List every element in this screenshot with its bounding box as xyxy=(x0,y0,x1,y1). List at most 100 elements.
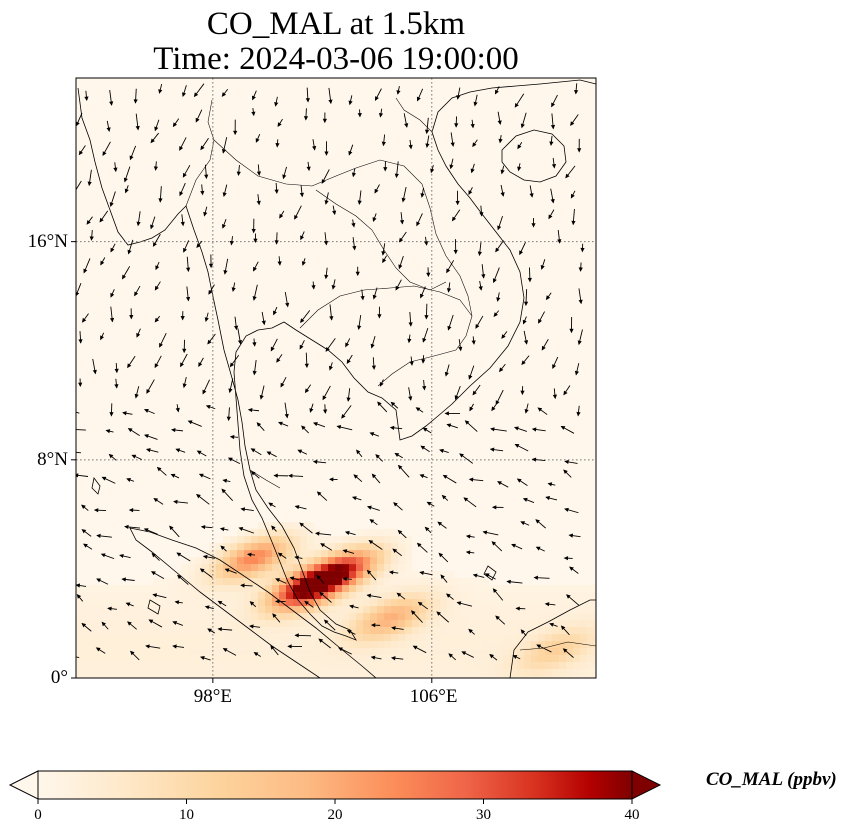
concentration-cell xyxy=(447,669,455,677)
wind-arrow-head xyxy=(66,409,69,412)
concentration-cell xyxy=(461,620,469,628)
concentration-cell xyxy=(335,648,343,656)
wind-arrow-head xyxy=(266,451,272,456)
concentration-cell xyxy=(461,627,469,635)
wind-arrow-head xyxy=(524,408,529,414)
concentration-cell xyxy=(482,606,490,614)
concentration-cell xyxy=(391,613,399,621)
wind-arrow-shaft xyxy=(76,656,80,658)
concentration-cell xyxy=(314,550,322,558)
concentration-cell xyxy=(587,676,595,678)
wind-arrow-head xyxy=(122,411,127,416)
concentration-cell xyxy=(251,557,259,565)
concentration-cell xyxy=(566,634,574,642)
concentration-cell xyxy=(503,606,511,614)
concentration-cell xyxy=(146,648,154,656)
border-5 xyxy=(299,285,473,351)
concentration-cell xyxy=(545,592,553,600)
concentration-cell xyxy=(426,655,434,663)
concentration-cell xyxy=(279,606,287,614)
concentration-cell xyxy=(104,641,112,649)
concentration-cell xyxy=(188,620,196,628)
concentration-cell xyxy=(335,585,343,593)
concentration-cell xyxy=(573,599,581,607)
concentration-cell xyxy=(202,571,210,579)
concentration-cell xyxy=(391,564,399,572)
wind-arrow-head xyxy=(301,425,306,431)
concentration-cell xyxy=(517,599,525,607)
concentration-cell xyxy=(237,529,245,537)
wind-arrow-head xyxy=(420,193,425,198)
wind-arrow-head xyxy=(127,249,132,255)
wind-arrow-head xyxy=(150,138,155,144)
concentration-cell xyxy=(573,662,581,670)
wind-arrow-head xyxy=(284,413,289,419)
wind-arrow-head xyxy=(381,141,386,147)
concentration-cell xyxy=(83,585,91,593)
concentration-cell xyxy=(391,627,399,635)
concentration-cell xyxy=(244,641,252,649)
concentration-cell xyxy=(559,662,567,670)
concentration-cell xyxy=(237,599,245,607)
concentration-cell xyxy=(209,550,217,558)
concentration-cell xyxy=(356,620,364,628)
wind-arrow-head xyxy=(468,477,474,482)
wind-arrow-head xyxy=(379,381,384,387)
concentration-cell xyxy=(272,564,280,572)
wind-arrow-head xyxy=(448,653,454,658)
wind-arrow-head xyxy=(231,287,236,292)
concentration-cell xyxy=(97,669,105,677)
wind-arrow-head xyxy=(128,508,134,513)
wind-arrow-head xyxy=(222,192,227,198)
concentration-cell xyxy=(83,641,91,649)
concentration-cell xyxy=(391,620,399,628)
wind-arrow-head xyxy=(311,285,316,290)
concentration-cell xyxy=(223,578,231,586)
concentration-cell xyxy=(328,585,336,593)
concentration-cell xyxy=(405,606,413,614)
concentration-cell xyxy=(118,634,126,642)
concentration-cell xyxy=(188,606,196,614)
concentration-cell xyxy=(587,592,595,600)
concentration-cell xyxy=(244,599,252,607)
concentration-cell xyxy=(174,627,182,635)
concentration-cell xyxy=(580,648,588,656)
concentration-cell xyxy=(223,585,231,593)
concentration-cell xyxy=(321,592,329,600)
wind-arrow-head xyxy=(305,98,310,103)
concentration-cell xyxy=(265,613,273,621)
concentration-cell xyxy=(426,634,434,642)
concentration-cell xyxy=(195,648,203,656)
wind-arrow-head xyxy=(304,363,309,369)
concentration-cell xyxy=(412,634,420,642)
wind-arrow-head xyxy=(569,566,574,571)
concentration-cell xyxy=(132,620,140,628)
border-3 xyxy=(355,159,473,317)
wind-arrow-shaft xyxy=(76,451,81,454)
concentration-cell xyxy=(272,676,280,678)
concentration-cell xyxy=(146,592,154,600)
wind-arrow-head xyxy=(309,408,314,413)
concentration-cell xyxy=(230,648,238,656)
concentration-cell xyxy=(335,669,343,677)
concentration-cell xyxy=(349,641,357,649)
concentration-cell xyxy=(244,592,252,600)
concentration-cell xyxy=(139,641,147,649)
wind-arrow-head xyxy=(193,92,199,98)
concentration-cell xyxy=(489,648,497,656)
concentration-cell xyxy=(580,641,588,649)
wind-arrow-head xyxy=(234,325,239,331)
concentration-cell xyxy=(244,662,252,670)
concentration-cell xyxy=(90,606,98,614)
concentration-cell xyxy=(321,585,329,593)
wind-arrow-head xyxy=(316,574,321,580)
concentration-cell xyxy=(342,536,350,544)
concentration-cell xyxy=(188,662,196,670)
wind-arrow-head xyxy=(578,299,583,305)
wind-arrow-head xyxy=(490,427,495,432)
concentration-cell xyxy=(398,613,406,621)
concentration-cell xyxy=(167,585,175,593)
concentration-cell xyxy=(230,557,238,565)
concentration-cell xyxy=(475,655,483,663)
concentration-cell xyxy=(293,634,301,642)
